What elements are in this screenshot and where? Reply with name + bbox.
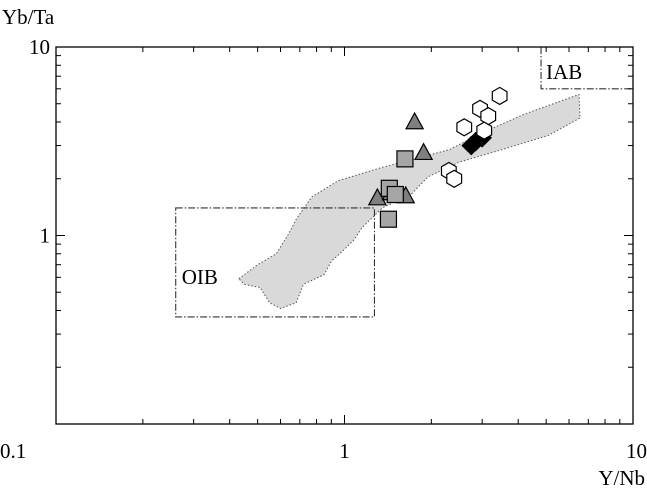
x-tick-label: 0.1 [0, 439, 26, 463]
reference-fields-layer [175, 47, 633, 318]
oib-field-box [175, 207, 375, 318]
triangle-marker [405, 111, 425, 130]
hexagon-marker [491, 86, 508, 106]
y-tick-label: 1 [40, 224, 51, 248]
triangle-marker [414, 142, 434, 161]
y-tick-label: 10 [29, 35, 50, 59]
square-marker [379, 210, 398, 228]
square-marker [396, 150, 414, 168]
data-points-layer [367, 86, 508, 228]
labels-layer: OIB IAB 0.1 1 10 1 10 Yb/Ta Y/Nb [0, 5, 647, 490]
tholeiite-field-layer [238, 93, 581, 310]
hexagon-marker [476, 121, 493, 140]
axis-ticks-layer [56, 47, 633, 424]
oib-field-label: OIB [182, 265, 218, 289]
diamond-marker [461, 135, 482, 156]
shaded-field [238, 93, 581, 310]
hexagon-marker [456, 118, 473, 137]
iab-field-box [540, 47, 633, 90]
x-axis-label: Y/Nb [598, 466, 645, 490]
triangle-marker [367, 187, 387, 206]
hexagon-marker [446, 169, 463, 188]
iab-field-label: IAB [546, 60, 582, 84]
x-tick-label: 1 [339, 439, 350, 463]
square-marker [386, 185, 404, 204]
plot-frame [55, 46, 634, 425]
x-tick-label: 10 [626, 439, 647, 463]
y-axis-label: Yb/Ta [2, 5, 55, 29]
